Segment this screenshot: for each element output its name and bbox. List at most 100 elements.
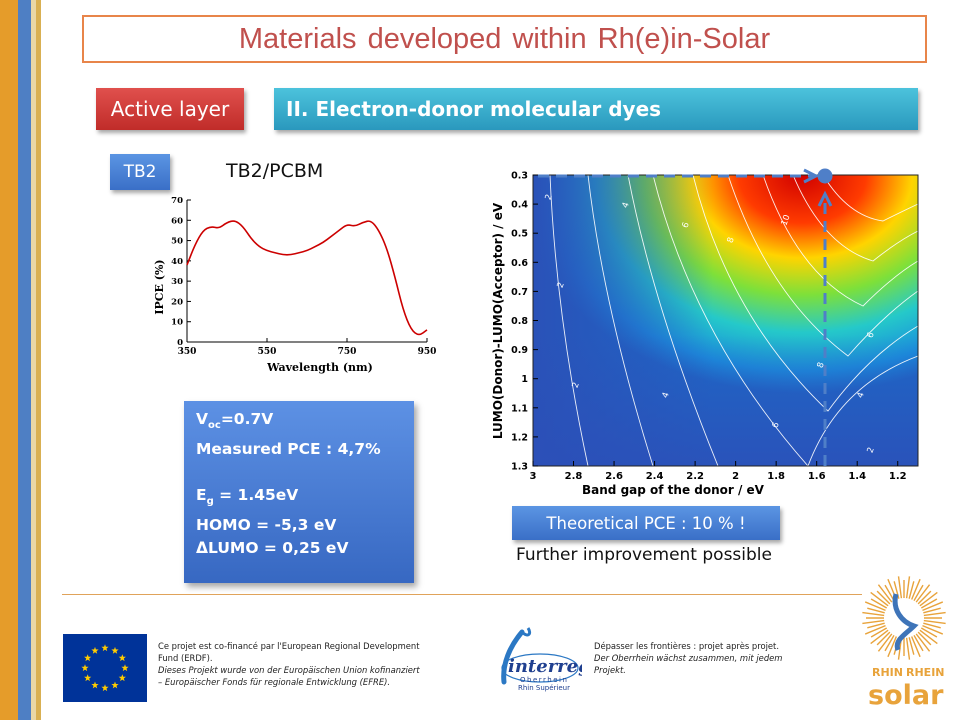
contour-y-tick-label: 0.4 [511,200,528,211]
sun-ray [870,598,888,609]
eu-star-icon [111,681,119,689]
interreg-logo: interreg Oberrhein Rhin Supérieur [501,627,582,692]
contour-ylabel: LUMO(Donor)-LUMO(Acceptor) / eV [491,202,505,439]
ipce-y-tick-label: 70 [171,196,183,206]
ipce-curve [186,220,428,336]
sun-ray [884,584,895,602]
sun-ray [919,591,938,607]
interreg-sub-oberrhein: Oberrhein [520,676,568,684]
contour-level-label: 4 [620,201,631,210]
left-stripe-orange [0,0,18,720]
eu-star-icon [118,674,126,682]
blend-label: TB2/PCBM [226,160,324,182]
ipce-xlabel: Wavelength (nm) [266,361,373,374]
sun-ray [923,622,941,629]
sun-ray [923,619,946,625]
sun-ray [905,576,911,599]
sun-ray [870,591,889,607]
molecule-tag: TB2 [110,154,170,190]
horizontal-arrow-head [803,168,820,184]
contour-y-tick-label: 1.3 [511,462,528,473]
ipce-y-tick-label: 20 [171,297,183,307]
contour-x-tick-label: 1.6 [808,471,826,482]
contour-level-label: 6 [680,221,691,230]
ipce-y-tick-label: 10 [171,318,183,328]
sun-ray [876,590,891,605]
sun-ray [867,622,885,629]
eu-star-icon [111,646,119,654]
section-title-bar: II. Electron-donor molecular dyes [274,88,918,130]
sun-ray [913,584,924,602]
contour-y-tick-label: 0.7 [511,287,528,298]
optimum-point-marker [817,168,833,184]
eu-star-icon [84,654,92,662]
heatmap-bottom-shade [533,175,918,466]
measured-pce: Measured PCE : 4,7% [196,439,381,458]
contour-x-tick-label: 2.6 [605,471,623,482]
contour-x-tick-label: 1.4 [848,471,866,482]
eu-star-icon [91,646,99,654]
sun-ray [862,619,885,625]
eu-star-icon [84,674,92,682]
logo-rhein: RHEIN [906,666,945,679]
bandgap-line: Eg = 1.45eV [196,486,299,508]
section-title: II. Electron-donor molecular dyes [286,97,662,121]
vertical-arrow-head [817,190,833,207]
sun-ray [905,637,911,660]
logo-solar: solar [868,680,944,711]
contour-level-label: 10 [780,214,793,228]
left-stripe-light [31,0,36,720]
sun-ray [919,629,938,645]
eu-funding-text: Ce projet est co-financé par l'European … [158,641,420,687]
sun-ray [923,607,941,614]
interreg-wordmark: interreg [508,656,582,677]
slide-title: Materials developed within Rh(e)in-Solar [238,22,771,55]
sun-ray [862,611,885,617]
sun-ray [864,601,886,611]
eu-star-icon [101,644,109,652]
sun-ray [876,631,891,646]
contour-level-label: 8 [815,361,826,370]
ipce-chart: 0 10 20 30 40 50 60 70 350 550 750 950 Wavelength (… [153,196,437,374]
active-layer-label: Active layer [110,97,230,121]
sun-ray [870,627,888,638]
contour-y-tick-label: 0.5 [511,229,528,240]
sun-ray [923,611,946,617]
sun-ray [908,637,915,655]
contour-x-tick-label: 2.8 [565,471,583,482]
ipce-x-tick-label: 550 [258,347,277,357]
sun-ray [870,629,889,645]
contour-level-label: 8 [725,236,736,245]
ipce-y-tick-label: 50 [171,237,183,247]
sun-ray [915,633,931,652]
ipce-y-tick-label: 40 [171,257,183,267]
ipce-y-tick-label: 0 [177,338,183,348]
ipce-x-tick-label: 950 [418,347,437,357]
sun-ray [911,636,921,658]
ipce-y-tick-label: 60 [171,216,183,226]
contour-y-tick-label: 1.2 [511,432,528,443]
ipce-ylabel: IPCE (%) [153,259,166,314]
sun-ray [877,633,893,652]
sun-ray [877,584,893,603]
contour-x-tick-label: 1.8 [767,471,785,482]
contour-level-label: 2 [570,381,581,390]
contour-ticks: 3 2.8 2.6 2.4 2.2 2 1.8 1.6 1.4 1.2 0.3 0.4 0.5 0.6 0.… [511,171,906,483]
contour-x-tick-label: 3 [530,471,537,482]
sun-ray [897,576,903,599]
sun-ray [911,578,921,600]
contour-lines [549,175,918,466]
lumo-line: ΔLUMO = 0,25 eV [196,539,349,558]
slide-title-box: Materials developed within Rh(e)in-Solar [82,15,927,63]
voc-line: Voc=0.7V [196,410,274,432]
contour-x-tick-label: 2 [732,471,739,482]
left-stripe-gold [36,0,41,720]
sun-ray [917,631,932,646]
contour-y-tick-label: 1.1 [511,403,528,414]
contour-y-tick-label: 0.3 [511,171,528,182]
rhin-rhein-solar-logo: RHIN RHEIN solar [862,576,946,711]
eu-star-icon [118,654,126,662]
contour-level-label: 2 [543,193,554,202]
sun-ray [917,590,932,605]
contour-x-tick-label: 2.4 [646,471,664,482]
